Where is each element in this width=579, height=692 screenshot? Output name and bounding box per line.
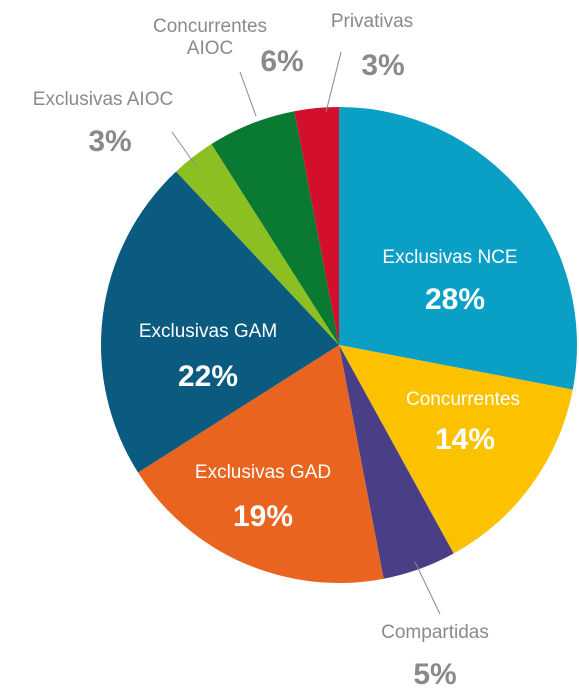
slice-label: Concurrentes <box>405 389 521 411</box>
value-label: 28% <box>424 282 486 316</box>
slice-label: Privativas <box>330 11 414 33</box>
value-label: 14% <box>434 422 496 456</box>
slice-label: Exclusivas AIOC <box>32 89 174 111</box>
slice-label: Exclusivas NCE <box>382 247 518 269</box>
pie-slice <box>339 345 573 554</box>
pie-slice <box>339 107 577 390</box>
pie-slice <box>138 345 384 583</box>
slice-label: Exclusivas GAM <box>138 321 278 343</box>
leader-line <box>414 561 441 615</box>
leader-line <box>171 131 197 167</box>
pie-slice <box>339 345 454 579</box>
value-label: 3% <box>361 48 405 82</box>
value-label: 3% <box>88 124 132 158</box>
leader-line <box>325 51 342 113</box>
value-label: 19% <box>232 499 294 533</box>
pie-slice <box>176 144 339 345</box>
value-label: 5% <box>413 657 457 691</box>
leader-line <box>239 71 257 117</box>
pie-slice <box>101 171 340 473</box>
slice-label: Compartidas <box>381 622 489 644</box>
pie-slice <box>294 107 339 345</box>
value-label: 22% <box>177 359 239 393</box>
slice-label: Concurrentes AIOC <box>152 16 268 59</box>
slice-label: Exclusivas GAD <box>194 462 332 484</box>
value-label: 6% <box>260 44 304 78</box>
pie-slice <box>211 111 339 345</box>
